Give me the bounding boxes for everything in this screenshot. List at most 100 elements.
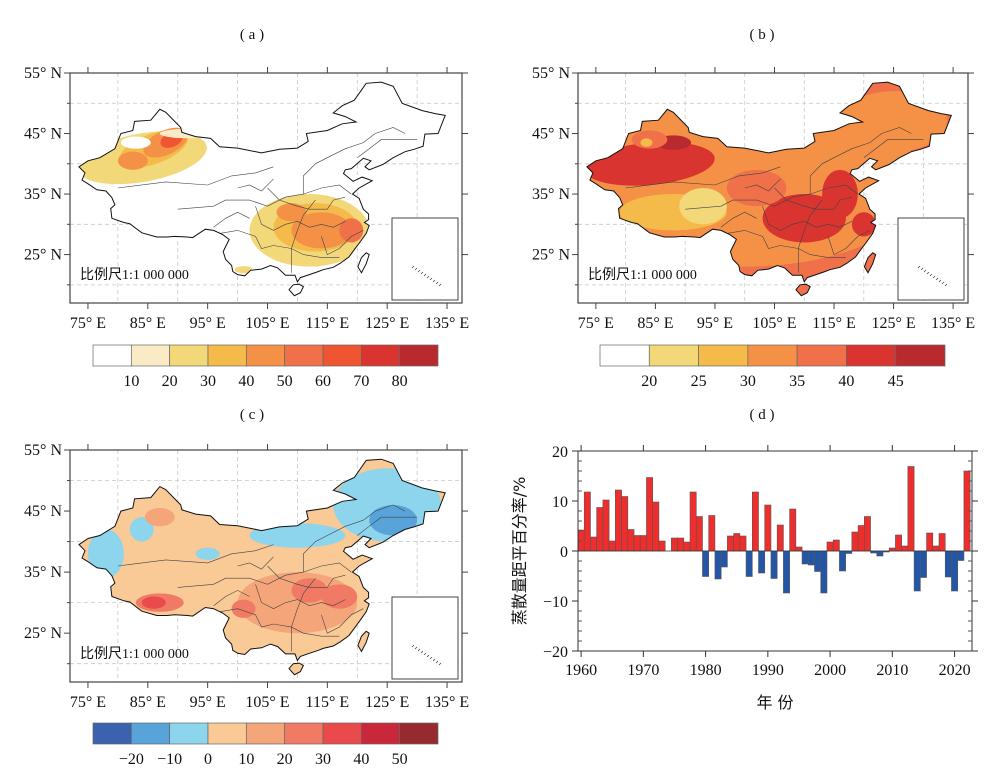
bar-1980 (702, 550, 710, 577)
contour-region (586, 141, 715, 186)
colorbar-label: 30 (740, 373, 756, 390)
colorbar-swatch (169, 722, 209, 745)
x-tick-label: 2010 (876, 662, 908, 679)
contour-region (141, 596, 166, 609)
bar-1997 (808, 550, 815, 566)
lon-tick-label: 135° E (931, 315, 975, 332)
colorbar-swatch (207, 344, 247, 367)
colorbar-swatch (360, 344, 401, 367)
bar-2004 (851, 531, 859, 552)
bar-1962 (590, 536, 597, 552)
colorbar-label: 20 (277, 751, 293, 768)
bar-1987 (745, 550, 753, 577)
province-boundary (625, 166, 781, 189)
bar-1986 (739, 535, 747, 552)
lat-tick-label: 35° N (24, 564, 62, 581)
bar-1968 (627, 529, 635, 552)
province-boundary (827, 230, 870, 256)
colorbar-label: 50 (392, 751, 408, 768)
lon-tick-label: 135° E (425, 315, 469, 332)
y-tick-label: 20 (552, 444, 568, 461)
province-boundary (685, 184, 858, 210)
colorbar-label: 40 (838, 373, 854, 390)
province-boundary (267, 565, 346, 588)
province-boundary (809, 127, 912, 195)
lon-tick-label: 125° E (871, 315, 915, 332)
lon-tick-label: 125° E (365, 694, 409, 711)
bar-1971 (646, 477, 653, 552)
colorbar-swatch (284, 344, 324, 367)
scale-label: 比例尺1:1 000 000 (588, 267, 697, 283)
colorbar-label: 70 (353, 373, 369, 390)
lon-tick-label: 75° E (70, 694, 106, 711)
x-tick-label: 1970 (627, 662, 659, 679)
bar-1967 (621, 496, 629, 552)
bar-1978 (689, 491, 697, 552)
bar-1989 (758, 550, 766, 574)
taiwan-boundary (357, 630, 370, 653)
colorbar-swatch (895, 344, 946, 367)
contour-region (234, 266, 253, 274)
colorbar-label: 10 (238, 751, 254, 768)
inset-island (426, 654, 430, 658)
colorbar-label: 40 (238, 373, 254, 390)
contour-region (640, 138, 653, 147)
inset-island (438, 662, 442, 666)
contour-region (822, 169, 858, 219)
inset-island (929, 273, 933, 277)
y-tick-label: 0 (560, 544, 568, 561)
lon-tick-label: 85° E (130, 315, 166, 332)
contour-region (129, 517, 154, 542)
colorbar-label: 30 (315, 751, 331, 768)
contour-region (726, 169, 787, 207)
bar-1999 (820, 550, 828, 594)
bar-2018 (938, 533, 946, 552)
colorbar-swatch (130, 722, 171, 745)
colorbar-swatch (846, 344, 897, 367)
bar-2019 (944, 550, 952, 578)
inset-island (417, 648, 421, 652)
province-boundary (303, 504, 406, 573)
lat-tick-label: 55° N (532, 65, 570, 82)
contour-region (679, 188, 727, 225)
province-boundary (774, 187, 852, 210)
inset-island (432, 279, 436, 283)
lon-tick-label: 125° E (365, 315, 409, 332)
contour-region (87, 529, 124, 579)
bar-1969 (633, 535, 641, 552)
map-frame (69, 449, 463, 683)
colorbar-label: −10 (157, 751, 182, 768)
bar-1972 (652, 501, 660, 552)
province-boundary (237, 178, 274, 192)
bar-2014 (913, 550, 921, 592)
bar-1981 (708, 515, 716, 552)
x-tick-label: 1980 (690, 662, 722, 679)
colorbar-swatch (796, 344, 847, 367)
bar-1992 (776, 524, 784, 552)
province-boundary (117, 166, 274, 189)
inset-island (920, 267, 924, 271)
bar-1991 (770, 550, 778, 579)
province-boundary (213, 211, 250, 228)
inset-island (938, 279, 942, 283)
contour-region (144, 508, 175, 527)
colorbar-label: −20 (119, 751, 144, 768)
inset-island (420, 650, 424, 654)
bar-2010 (888, 547, 896, 552)
contour-region (195, 547, 220, 560)
colorbar-swatch (322, 344, 362, 367)
bar-1995 (795, 546, 803, 552)
colorbar-swatch (245, 722, 286, 745)
lat-tick-label: 35° N (24, 186, 62, 203)
lon-tick-label: 105° E (245, 315, 289, 332)
country-boundary (586, 81, 952, 283)
taiwan-boundary (357, 252, 370, 274)
scale-label: 比例尺1:1 000 000 (80, 646, 189, 662)
lat-tick-label: 25° N (24, 625, 62, 642)
map-panel-c: 55° N 45° N 35° N 25° N 75° E 85° E 95° E 105° … (24, 442, 469, 711)
y-tick-label: 10 (552, 494, 568, 511)
bars (577, 466, 971, 594)
province-boundary (357, 139, 418, 158)
colorbar-swatch (169, 344, 209, 367)
inset-island (423, 273, 427, 277)
